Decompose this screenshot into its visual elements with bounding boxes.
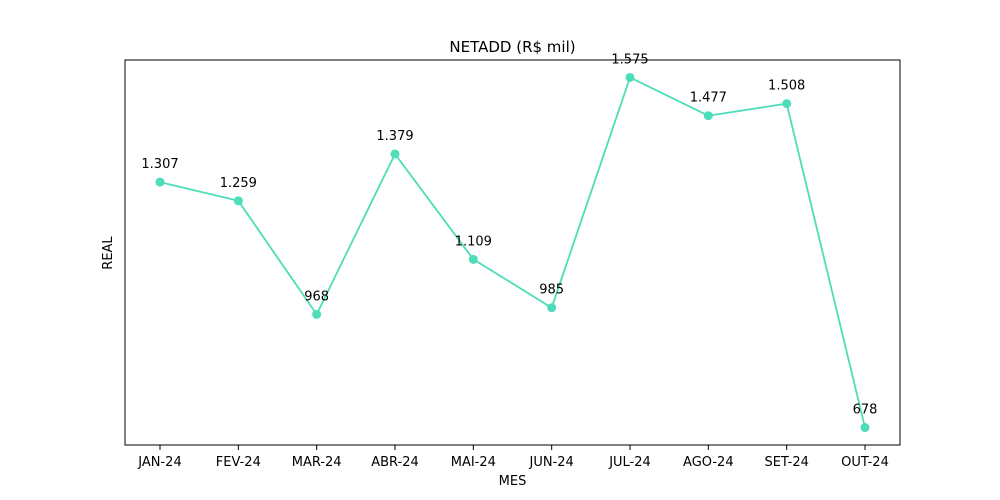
x-axis-tick-label: FEV-24 [216, 455, 261, 470]
data-label: 1.307 [141, 157, 178, 172]
series-point [233, 196, 243, 206]
series-point [625, 72, 635, 82]
x-axis-ticks [159, 445, 866, 450]
data-label: 1.477 [690, 91, 727, 106]
x-axis-tick-label: MAR-24 [292, 455, 342, 470]
x-axis-tick-label: JUN-24 [529, 455, 574, 470]
data-label: 1.508 [768, 79, 805, 94]
x-axis-tick-label: ABR-24 [371, 455, 419, 470]
data-label: 968 [304, 289, 329, 304]
data-label: 1.379 [376, 129, 413, 144]
y-axis-label: REAL [101, 236, 116, 270]
series-line [159, 76, 866, 428]
x-axis-tick-label: OUT-24 [841, 455, 889, 470]
x-axis-tick-label: JAN-24 [137, 455, 181, 470]
data-label: 1.259 [220, 176, 257, 191]
series-point [155, 177, 165, 187]
x-axis-tick-label: SET-24 [764, 455, 808, 470]
data-label: 1.575 [611, 52, 648, 67]
x-axis-tick-labels: JAN-24 FEV-24 MAR-24 ABR-24 MAI-24 JUN-24 JUL-… [137, 455, 889, 470]
data-label: 1.109 [455, 234, 492, 249]
series-point [547, 303, 557, 313]
series-point [312, 309, 322, 319]
plot-area [124, 59, 901, 446]
series-point [703, 111, 713, 121]
x-axis-tick-label: AGO-24 [683, 455, 734, 470]
series-point [468, 254, 478, 264]
chart-title: NETADD (R$ mil) [449, 38, 575, 56]
x-axis-tick-label: MAI-24 [451, 455, 496, 470]
data-label: 678 [853, 403, 878, 418]
x-axis-tick-label: JUL-24 [608, 455, 651, 470]
data-label: 985 [539, 283, 564, 298]
series-point [860, 423, 870, 433]
x-axis-label: MES [499, 474, 527, 489]
data-labels: 1.307 1.259 968 1.379 1.109 985 1.575 1.477 1.50… [141, 52, 877, 417]
series-point [782, 99, 792, 109]
series-points [155, 72, 870, 433]
series-point [390, 149, 400, 159]
